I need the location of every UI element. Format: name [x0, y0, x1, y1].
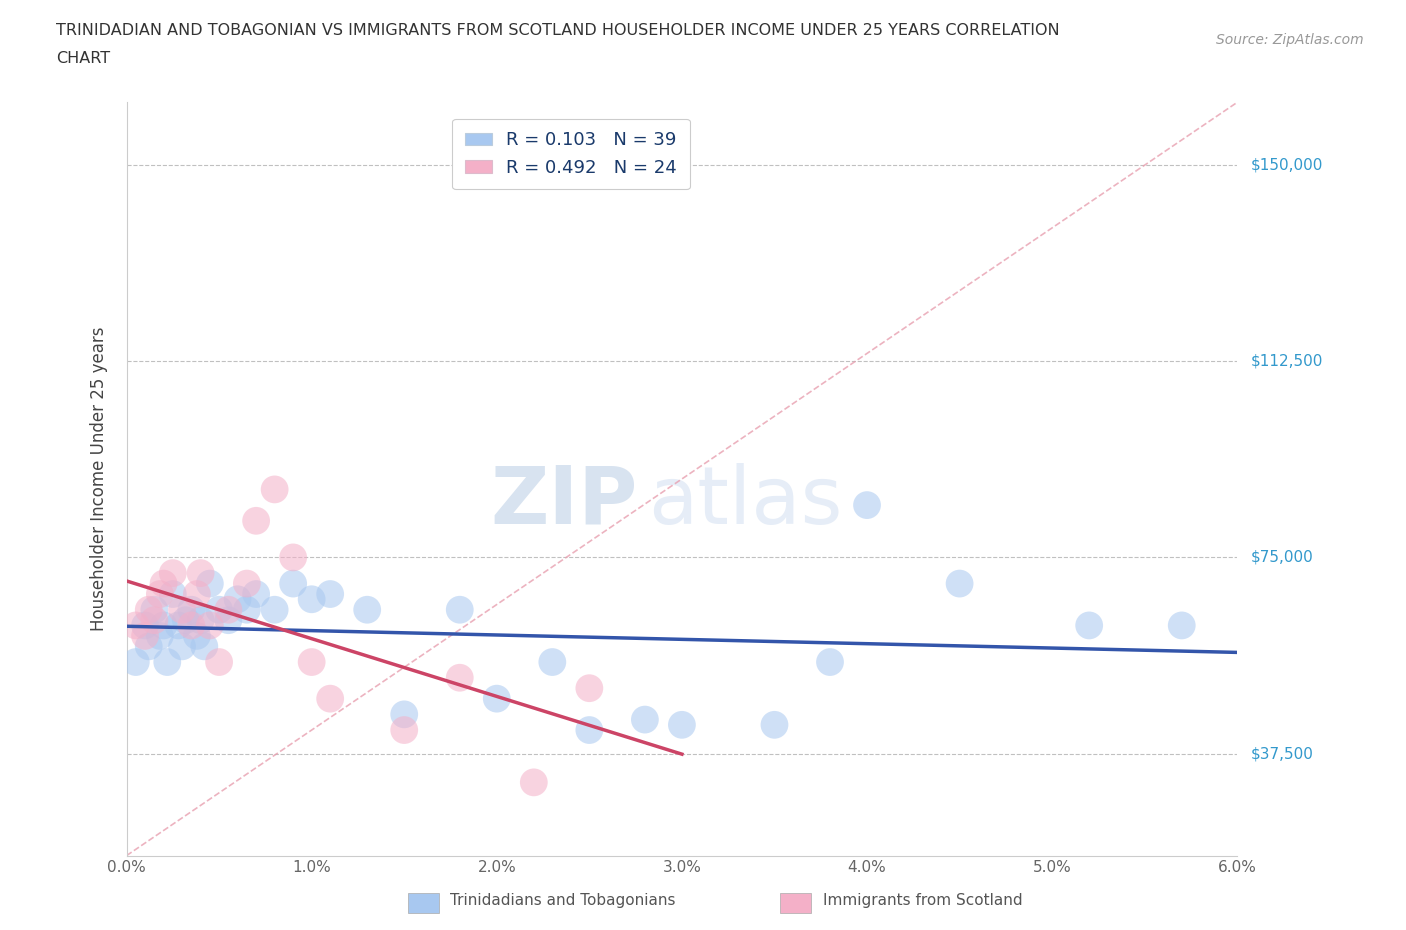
Point [152, 576, 174, 591]
Point [319, 691, 342, 706]
Text: $112,500: $112,500 [1251, 353, 1323, 369]
Point [818, 655, 841, 670]
Point [186, 629, 208, 644]
Point [180, 603, 202, 618]
Point [143, 613, 166, 628]
Point [134, 618, 156, 633]
Point [190, 613, 212, 628]
Point [174, 613, 197, 628]
Point [263, 482, 285, 497]
Point [143, 603, 166, 618]
Point [149, 587, 172, 602]
Point [949, 576, 972, 591]
Point [523, 775, 546, 790]
Point [167, 618, 190, 633]
Point [634, 712, 657, 727]
Point [485, 691, 508, 706]
Point [281, 550, 305, 565]
Point [856, 498, 879, 512]
Text: $75,000: $75,000 [1251, 550, 1315, 565]
Point [208, 655, 231, 670]
Text: ZIP: ZIP [491, 462, 637, 540]
Point [236, 603, 259, 618]
Point [162, 587, 184, 602]
Point [193, 639, 215, 654]
Text: Immigrants from Scotland: Immigrants from Scotland [823, 893, 1022, 908]
Point [763, 717, 786, 732]
Point [245, 587, 267, 602]
Point [1078, 618, 1101, 633]
Point [578, 681, 600, 696]
Point [301, 591, 323, 606]
Point [226, 591, 249, 606]
Text: Trinidadians and Tobagonians: Trinidadians and Tobagonians [450, 893, 675, 908]
Point [245, 513, 267, 528]
Point [180, 618, 202, 633]
Point [172, 603, 194, 618]
Legend: R = 0.103   N = 39, R = 0.492   N = 24: R = 0.103 N = 39, R = 0.492 N = 24 [453, 119, 689, 189]
Point [138, 639, 160, 654]
Point [217, 613, 239, 628]
Point [149, 629, 172, 644]
Point [301, 655, 323, 670]
Point [394, 723, 416, 737]
Text: $150,000: $150,000 [1251, 157, 1323, 173]
Text: atlas: atlas [648, 462, 844, 540]
Point [190, 565, 212, 580]
Point [162, 565, 184, 580]
Point [198, 576, 221, 591]
Point [356, 603, 378, 618]
Text: CHART: CHART [56, 51, 110, 66]
Point [138, 603, 160, 618]
Point [578, 723, 600, 737]
Point [671, 717, 693, 732]
Point [281, 576, 305, 591]
Point [198, 618, 221, 633]
Y-axis label: Householder Income Under 25 years: Householder Income Under 25 years [90, 326, 108, 631]
Point [319, 587, 342, 602]
Point [541, 655, 564, 670]
Point [236, 576, 259, 591]
Point [449, 603, 471, 618]
Point [152, 618, 174, 633]
Point [449, 671, 471, 685]
Point [217, 603, 239, 618]
Point [156, 655, 179, 670]
Point [172, 639, 194, 654]
Point [186, 587, 208, 602]
Point [125, 655, 148, 670]
Point [394, 707, 416, 722]
Point [263, 603, 285, 618]
Point [208, 603, 231, 618]
Point [134, 629, 156, 644]
Point [125, 618, 148, 633]
Text: $37,500: $37,500 [1251, 746, 1315, 761]
Point [1170, 618, 1192, 633]
Text: TRINIDADIAN AND TOBAGONIAN VS IMMIGRANTS FROM SCOTLAND HOUSEHOLDER INCOME UNDER : TRINIDADIAN AND TOBAGONIAN VS IMMIGRANTS… [56, 23, 1060, 38]
Text: Source: ZipAtlas.com: Source: ZipAtlas.com [1216, 33, 1364, 46]
